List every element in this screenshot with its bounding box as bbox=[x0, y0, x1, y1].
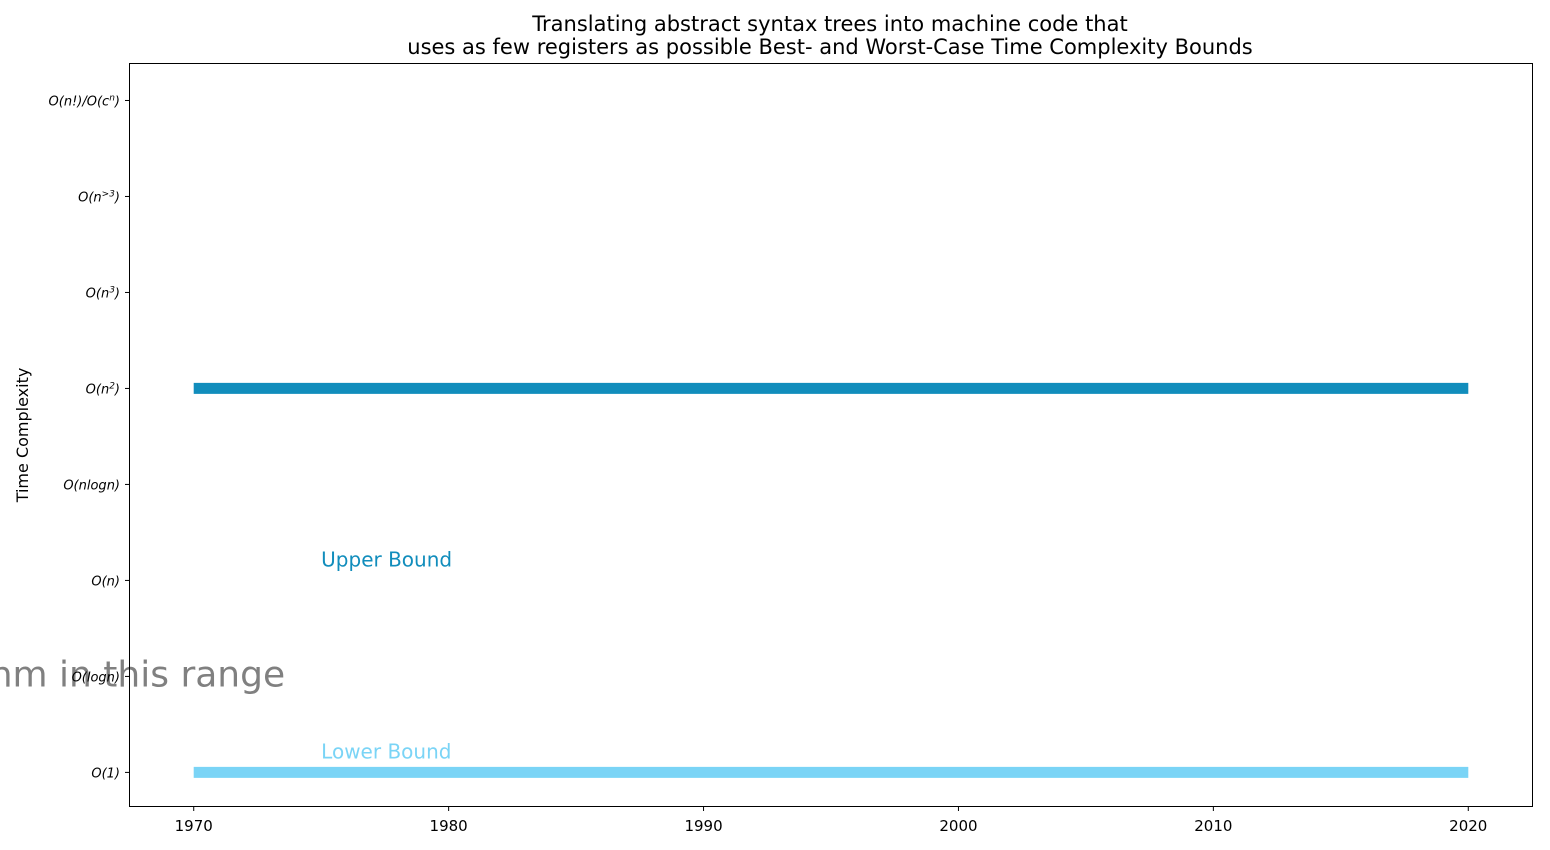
annotation-optimal-algorithm-in-this-range: Optimal algorithm in this range bbox=[0, 654, 285, 695]
y-tick-label: O(1) bbox=[91, 766, 120, 781]
chart-title-line-2: uses as few registers as possible Best- … bbox=[407, 35, 1252, 59]
y-tick-label: O(n3) bbox=[86, 285, 120, 301]
y-tick-label: O(n!)/O(cn) bbox=[49, 93, 120, 109]
series-layer bbox=[193, 382, 1469, 778]
y-tick-label: O(nlogn) bbox=[63, 478, 120, 493]
y-tick-label: O(n) bbox=[91, 574, 120, 589]
x-tick-label: 2020 bbox=[1449, 817, 1487, 835]
x-tick-label: 1970 bbox=[175, 817, 213, 835]
annotation-upper-bound: Upper Bound bbox=[321, 548, 452, 572]
y-tick-label: O(logn) bbox=[72, 670, 120, 685]
x-tick-label: 1980 bbox=[430, 817, 468, 835]
x-tick-label: 2000 bbox=[939, 817, 977, 835]
y-tick-label: O(n>3) bbox=[78, 189, 120, 205]
x-tick-label: 2010 bbox=[1194, 817, 1232, 835]
y-tick-label: O(n2) bbox=[86, 381, 120, 397]
annotation-layer: Upper Bound Lower Bound Optimal algorithm … bbox=[0, 548, 452, 764]
plot-area-frame bbox=[129, 63, 1533, 807]
x-axis-ticks: 1970 1980 1990 2000 2010 2020 bbox=[175, 806, 1487, 835]
chart-title-line-1: Translating abstract syntax trees into m… bbox=[531, 12, 1127, 36]
annotation-lower-bound: Lower Bound bbox=[321, 740, 451, 764]
y-axis-label: Time Complexity bbox=[13, 368, 32, 504]
y-axis-ticks: O(1) O(logn) O(n) O(nlogn) O(n2) O(n3) O(n>3) O… bbox=[49, 93, 130, 781]
x-tick-label: 1990 bbox=[684, 817, 722, 835]
